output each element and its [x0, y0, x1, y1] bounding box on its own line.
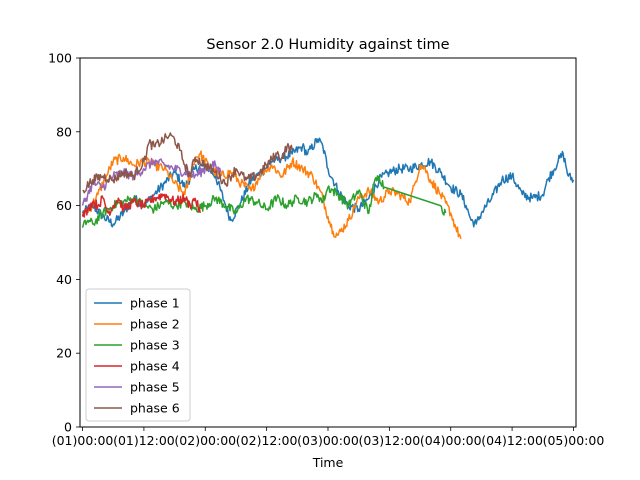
series-line-3 — [81, 175, 447, 228]
series-line-1 — [81, 137, 575, 228]
series-line-4 — [81, 193, 201, 218]
series-layer — [81, 132, 575, 240]
legend: phase 1 phase 2 phase 3 phase 4 phase 5 phase… — [85, 288, 191, 422]
x-axis-label: Time — [312, 455, 344, 470]
x-axis: (01)00:00 (01)12:00 (02)00:00 (02)12:00 (03)… — [52, 427, 605, 448]
x-tick-label: (01)12:00 — [113, 433, 175, 448]
x-tick-label: (02)12:00 — [236, 433, 298, 448]
x-tick-label: (03)00:00 — [297, 433, 359, 448]
legend-entry-label: phase 5 — [130, 380, 180, 395]
y-tick-label: 60 — [56, 198, 72, 213]
chart-title: Sensor 2.0 Humidity against time — [206, 37, 449, 53]
legend-entry-label: phase 4 — [130, 359, 180, 374]
x-tick-label: (04)12:00 — [481, 433, 543, 448]
y-axis: 0 20 40 60 80 100 — [48, 51, 80, 435]
x-tick-label: (05)00:00 — [543, 433, 605, 448]
series-line-5 — [81, 157, 222, 206]
x-tick-label: (03)12:00 — [359, 433, 421, 448]
y-tick-label: 40 — [56, 272, 72, 287]
y-tick-label: 20 — [56, 346, 72, 361]
y-tick-label: 0 — [64, 420, 72, 435]
legend-entry-label: phase 2 — [130, 317, 180, 332]
legend-entry-label: phase 6 — [130, 401, 180, 416]
y-tick-label: 100 — [48, 51, 72, 66]
x-tick-label: (02)00:00 — [174, 433, 236, 448]
legend-box — [85, 288, 191, 422]
x-tick-label: (01)00:00 — [52, 433, 114, 448]
legend-entry-label: phase 1 — [130, 296, 180, 311]
x-tick-label: (04)00:00 — [420, 433, 482, 448]
legend-entry-label: phase 3 — [130, 338, 180, 353]
y-tick-label: 80 — [56, 124, 72, 139]
series-line-6 — [82, 132, 293, 194]
